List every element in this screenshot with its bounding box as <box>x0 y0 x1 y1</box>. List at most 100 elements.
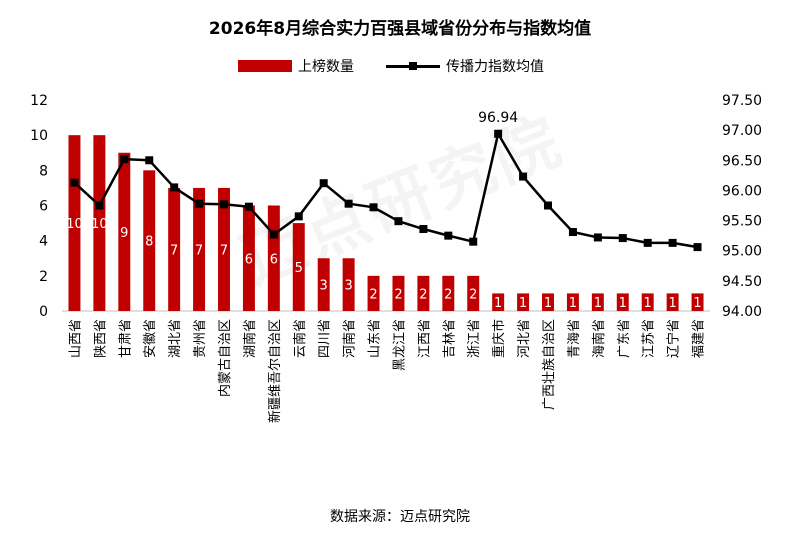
bar <box>193 187 206 311</box>
legend-swatch-bar <box>238 60 292 72</box>
bar <box>691 293 704 311</box>
line-point <box>170 183 179 192</box>
bar-value-label: 3 <box>344 279 352 294</box>
line-point <box>668 238 677 247</box>
bar-value-label: 6 <box>245 252 253 267</box>
bar-value-label: 5 <box>295 261 303 276</box>
bar-value-label: 1 <box>519 296 527 311</box>
bar <box>566 293 579 311</box>
line-point <box>643 238 652 247</box>
bar-value-label: 2 <box>419 287 427 302</box>
bar <box>417 275 430 311</box>
bar-value-label: 10 <box>91 217 108 232</box>
line-point <box>319 179 328 188</box>
source-note: 数据来源：迈点研究院 <box>330 509 470 525</box>
line-point <box>220 200 228 209</box>
legend: 上榜数量 传播力指数均值 <box>0 58 800 80</box>
bar-value-label: 9 <box>120 226 128 241</box>
legend-item-line: 传播力指数均值 <box>386 58 544 76</box>
line-point <box>294 212 303 221</box>
bar <box>641 293 654 311</box>
line-point <box>120 155 129 164</box>
x-category-label: 湖南省 <box>242 319 258 358</box>
x-category-label: 吉林省 <box>442 319 457 358</box>
bar-value-label: 1 <box>644 296 652 311</box>
y-right-tick-label: 96.50 <box>722 153 762 169</box>
bar <box>242 205 255 311</box>
x-category-label: 山西省 <box>68 319 83 358</box>
bar <box>168 187 181 311</box>
bar-value-label: 1 <box>693 296 701 311</box>
x-category-label: 海南省 <box>591 319 607 358</box>
bar <box>616 293 629 311</box>
line-point <box>369 203 378 212</box>
line-point <box>568 228 577 237</box>
line-point <box>70 178 79 187</box>
x-category-label: 青海省 <box>567 319 582 358</box>
legend-label-bar: 上榜数量 <box>298 59 354 75</box>
line-series-path <box>73 132 698 249</box>
y-left-tick-label: 4 <box>39 234 48 250</box>
y-left-tick-label: 12 <box>30 93 48 109</box>
y-left-tick-label: 2 <box>39 269 48 285</box>
bar <box>267 205 280 311</box>
bar-value-label: 1 <box>494 296 502 311</box>
x-category-label: 河南省 <box>342 319 358 358</box>
x-category-label: 内蒙古自治区 <box>217 319 233 397</box>
bar-value-label: 1 <box>544 296 552 311</box>
x-category-label: 广东省 <box>617 319 632 358</box>
x-category-label: 新疆维吾尔自治区 <box>267 319 283 423</box>
y-right-tick-label: 95.50 <box>722 214 762 230</box>
y-left-tick-label: 0 <box>39 304 48 320</box>
y-left-tick-label: 6 <box>39 199 48 215</box>
bar-value-label: 6 <box>270 252 278 267</box>
bar <box>143 170 156 311</box>
line-point <box>244 202 253 211</box>
line-point <box>544 201 552 210</box>
line-point <box>593 233 602 242</box>
bar <box>342 258 355 311</box>
bar <box>492 293 505 311</box>
line-point <box>444 231 453 240</box>
x-category-label: 浙江省 <box>467 319 482 358</box>
bar <box>367 275 380 311</box>
bar <box>467 275 480 311</box>
y-right-tick-label: 97.00 <box>722 123 762 139</box>
legend-label-line: 传播力指数均值 <box>446 59 544 75</box>
x-category-label: 广西壮族自治区 <box>541 319 557 410</box>
bar-value-label: 3 <box>320 279 328 294</box>
x-category-label: 甘肃省 <box>118 319 133 358</box>
x-category-label: 辽宁省 <box>666 319 682 358</box>
bar <box>68 135 81 311</box>
line-point <box>95 201 104 210</box>
bar-value-label: 8 <box>145 235 153 250</box>
bar <box>542 293 554 311</box>
line-point <box>195 199 204 208</box>
line-point <box>469 237 478 246</box>
bar-value-label: 1 <box>619 296 627 311</box>
x-category-label: 福建省 <box>692 319 707 358</box>
legend-item-bar: 上榜数量 <box>238 58 354 76</box>
y-right-tick-label: 95.00 <box>722 244 762 260</box>
line-point <box>394 217 403 226</box>
bar <box>442 275 455 311</box>
bar-value-label: 2 <box>394 287 402 302</box>
bar-value-label: 2 <box>469 287 477 302</box>
bar <box>317 258 330 311</box>
y-right-tick-label: 94.00 <box>722 304 762 320</box>
chart-title: 2026年8月综合实力百强县域省份分布与指数均值 <box>208 19 592 39</box>
x-category-label: 湖北省 <box>168 319 183 358</box>
x-category-label: 云南省 <box>292 319 308 358</box>
x-category-label: 陕西省 <box>93 319 108 358</box>
bar <box>517 293 530 311</box>
x-category-label: 贵州省 <box>193 319 208 358</box>
line-point <box>145 156 154 165</box>
bar <box>93 135 106 311</box>
bar <box>392 275 405 311</box>
y-left-tick-label: 8 <box>39 163 48 179</box>
bar-value-label: 7 <box>170 243 178 258</box>
y-right-tick-label: 94.50 <box>722 274 762 290</box>
line-point <box>519 172 528 181</box>
bar-value-label: 7 <box>195 243 203 258</box>
